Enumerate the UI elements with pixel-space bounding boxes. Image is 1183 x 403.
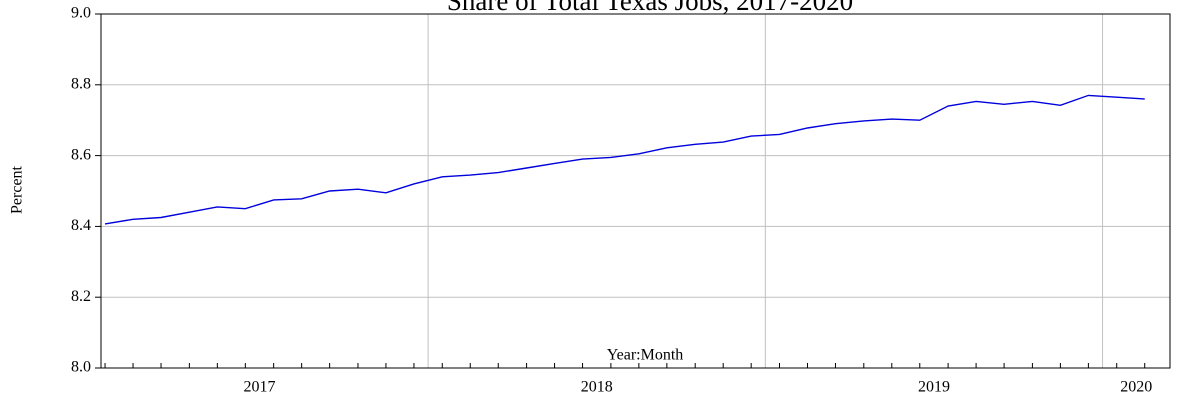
line-series (104, 94, 1145, 225)
y-tick-label: 8.8 (71, 75, 91, 92)
y-axis-label: Percent (9, 165, 26, 214)
y-tick-label: 9.0 (71, 5, 91, 22)
y-tick-label: 8.6 (71, 146, 91, 163)
x-tick-label: 2020 (1120, 379, 1152, 396)
plot-frame (100, 13, 1171, 369)
x-axis-label: Year:Month (607, 347, 684, 364)
y-tick-label: 8.0 (71, 359, 91, 376)
y-tick-label: 8.4 (71, 217, 91, 234)
x-tick-label: 2017 (243, 379, 275, 396)
y-tick-label: 8.2 (71, 288, 91, 305)
x-tick-label: 2018 (581, 379, 613, 396)
chart-title: Share of Total Texas Jobs, 2017-2020 (447, 0, 853, 16)
x-tick-label: 2019 (918, 379, 950, 396)
